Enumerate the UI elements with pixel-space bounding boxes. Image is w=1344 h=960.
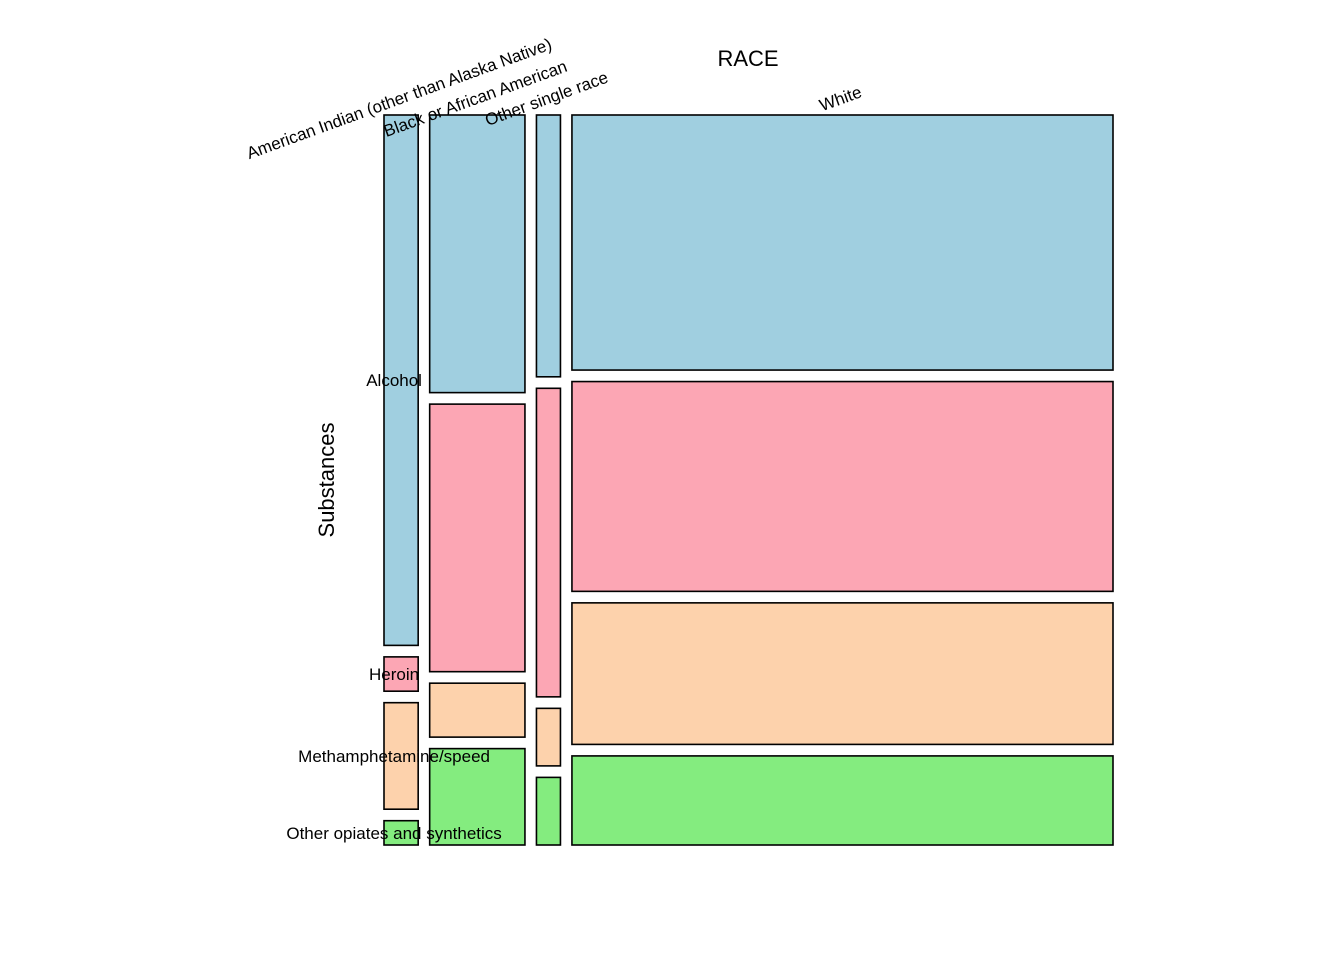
y-label-methamphetamine-speed: Methamphetamine/speed [298,747,490,766]
tile-american-indian-other-than-alaska-native-alcohol [383,114,419,647]
tile-black-or-african-american-methamphetamine-speed [428,682,526,738]
y-label-other-opiates-and-synthetics: Other opiates and synthetics [286,824,501,843]
x-label-white: White [817,82,864,115]
x-axis-title: RACE [717,46,778,71]
tile-white-heroin [571,380,1114,593]
tile-white-alcohol [571,114,1114,371]
tile-other-single-race-alcohol [535,114,562,378]
tile-american-indian-other-than-alaska-native-heroin [383,656,419,692]
tile-black-or-african-american-other-opiates-and-synthetics [428,747,526,846]
mosaic-tiles [383,114,1114,846]
tile-black-or-african-american-heroin [428,403,526,673]
y-label-alcohol: Alcohol [366,371,422,390]
y-label-heroin: Heroin [369,665,419,684]
tile-american-indian-other-than-alaska-native-methamphetamine-speed [383,701,419,811]
tile-white-methamphetamine-speed [571,602,1114,746]
y-category-labels: Alcohol Heroin Methamphetamine/speed Other … [286,371,501,843]
tile-american-indian-other-than-alaska-native-other-opiates-and-synthetics [383,819,419,846]
y-axis-title: Substances [314,423,339,538]
tile-white-other-opiates-and-synthetics [571,755,1114,846]
tile-other-single-race-methamphetamine-speed [535,707,562,767]
tile-other-single-race-other-opiates-and-synthetics [535,776,562,846]
tile-black-or-african-american-alcohol [428,114,526,394]
tile-other-single-race-heroin [535,387,562,698]
